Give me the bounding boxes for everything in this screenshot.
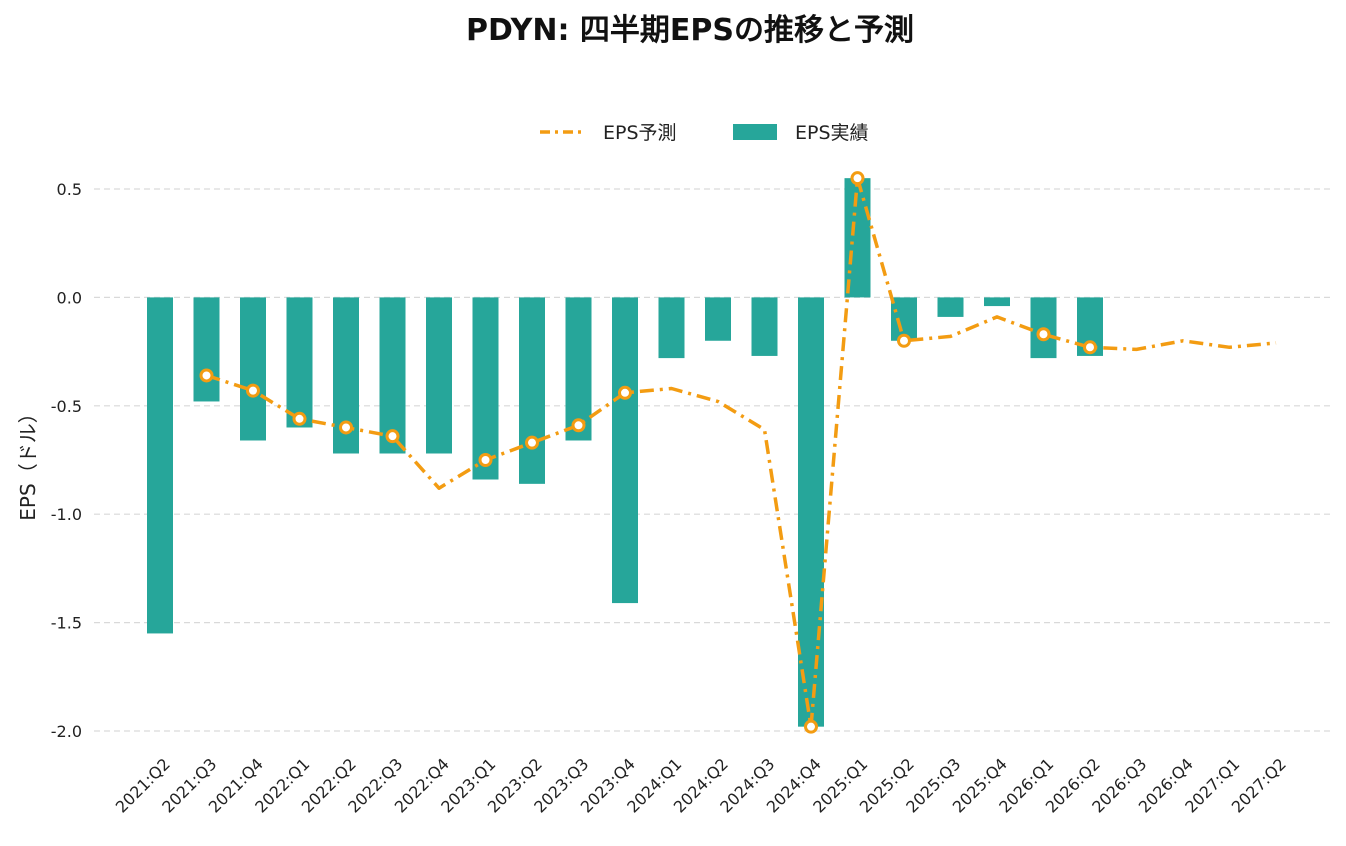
eps-forecast-point: [1036, 327, 1051, 342]
eps-actual-bar: [565, 297, 592, 441]
eps-forecast-point: [385, 429, 400, 444]
eps-forecast-point: [804, 719, 818, 734]
y-tick-label: -0.5: [51, 397, 82, 416]
eps-actual-bar: [705, 297, 731, 341]
eps-actual-bar: [193, 297, 220, 402]
eps-actual-bar: [798, 297, 824, 727]
eps-actual-bar: [379, 297, 406, 454]
y-tick-label: -1.0: [51, 505, 82, 524]
eps-forecast-point: [339, 420, 353, 435]
eps-forecast-point: [618, 385, 632, 400]
y-axis-label: EPS（ドル）: [16, 403, 40, 520]
eps-forecast-line: [205, 176, 1277, 729]
eps-forecast-point: [525, 435, 539, 450]
eps-actual-bar: [891, 297, 917, 341]
eps-actual-bar: [658, 297, 685, 359]
eps-forecast-point: [199, 368, 214, 383]
chart-title: PDYN: 四半期EPSの推移と予測: [466, 13, 914, 48]
legend: EPS予測 EPS実績: [540, 122, 869, 144]
eps-forecast-point: [1083, 340, 1097, 355]
eps-forecast-point: [571, 418, 586, 433]
eps-forecast-point: [292, 411, 307, 426]
eps-actual-bar: [426, 297, 452, 454]
eps-actual-bar: [286, 297, 313, 428]
eps-actual-bar: [612, 297, 638, 604]
eps-forecast-point: [246, 383, 260, 398]
eps-actual-bar: [984, 297, 1010, 307]
eps-actual-bar: [147, 297, 173, 634]
legend-actual-swatch: [733, 124, 777, 140]
eps-forecast-point: [897, 333, 911, 348]
y-axis-ticks: 0.5 0.0 -0.5 -1.0 -1.5 -2.0: [51, 180, 82, 741]
eps-actual-bar: [937, 297, 964, 317]
legend-forecast-label: EPS予測: [603, 122, 677, 144]
x-axis-ticks: 2021:Q22021:Q32021:Q42022:Q12022:Q22022:…: [112, 754, 1290, 816]
eps-forecast-point: [478, 453, 493, 467]
eps-actual-bar: [519, 297, 545, 484]
eps-actual-bar: [240, 297, 266, 441]
y-tick-label: -2.0: [51, 722, 82, 741]
y-tick-label: 0.5: [57, 180, 82, 199]
y-tick-label: -1.5: [51, 614, 82, 633]
forecast-line-series: [199, 171, 1277, 734]
legend-actual-label: EPS実績: [795, 122, 869, 144]
bar-series: [147, 178, 1103, 727]
grid: [94, 188, 1330, 732]
eps-actual-bar: [472, 297, 499, 480]
eps-forecast-point: [850, 171, 865, 186]
eps-actual-bar: [751, 297, 778, 356]
y-tick-label: 0.0: [57, 288, 82, 307]
